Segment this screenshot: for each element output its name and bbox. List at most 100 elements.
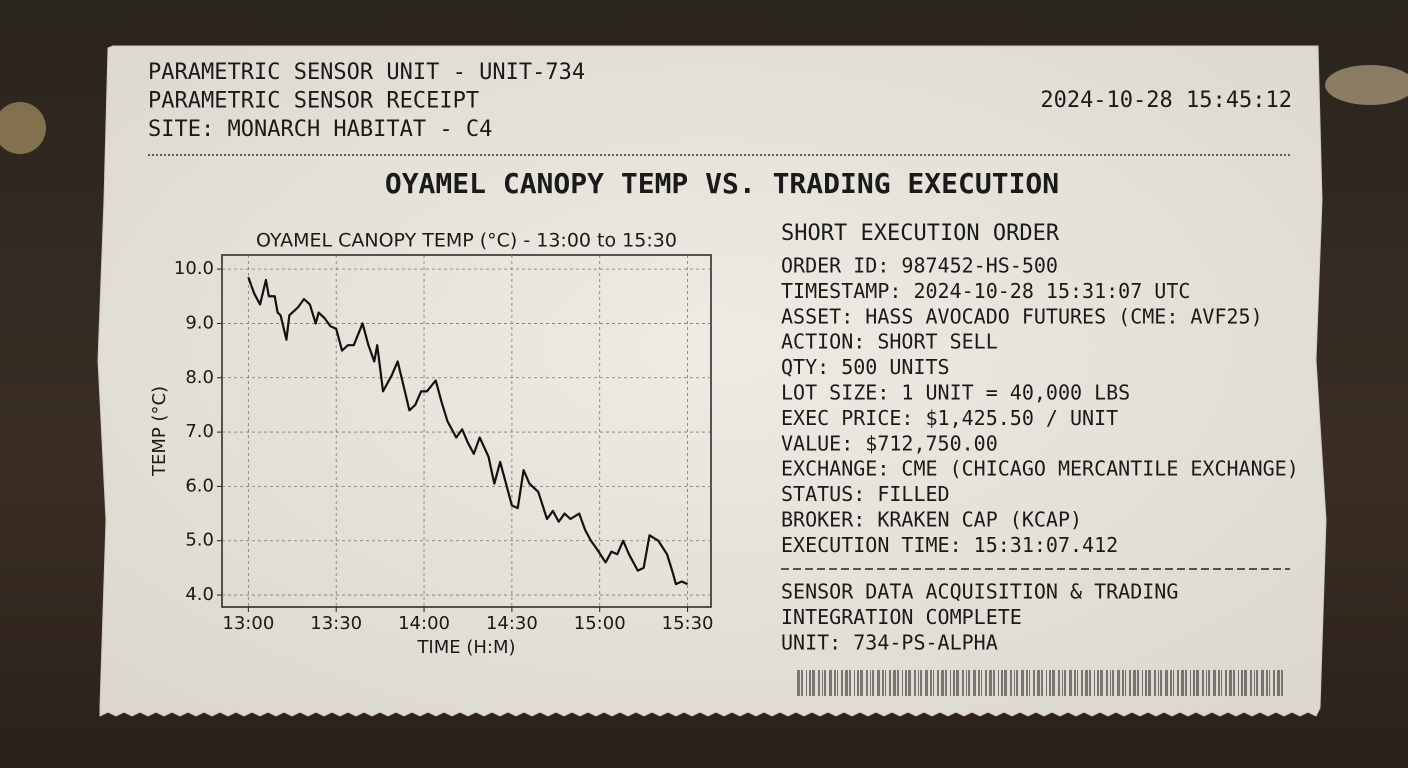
- barcode-bar: [1269, 670, 1270, 696]
- barcode-bar: [973, 670, 976, 696]
- barcode-bar: [822, 670, 823, 696]
- barcode-bar: [1250, 670, 1252, 696]
- header-line: SITE: MONARCH HABITAT - C4: [148, 117, 492, 142]
- order-line: EXECUTION TIME: 15:31:07.412: [781, 533, 1118, 557]
- barcode-bar: [877, 670, 880, 696]
- timestamp: 2024-10-28 15:45:12: [1040, 88, 1292, 113]
- barcode-bar: [885, 670, 886, 696]
- x-tick-label: 13:30: [310, 613, 362, 634]
- barcode-bar: [1064, 670, 1066, 696]
- chart-title: OYAMEL CANOPY TEMP (°C) - 13:00 to 15:30: [256, 230, 677, 252]
- y-tick-label: 7.0: [185, 421, 214, 442]
- barcode-bar: [1241, 670, 1243, 696]
- barcode-bar: [1125, 670, 1126, 696]
- barcode-bar: [1074, 670, 1076, 696]
- barcode-bar: [1077, 670, 1078, 696]
- barcode-bar: [1244, 670, 1247, 696]
- barcode-bar: [1173, 670, 1174, 696]
- barcode-bar: [1254, 670, 1255, 696]
- barcode-bar: [1185, 670, 1187, 696]
- barcode-bar: [893, 670, 896, 696]
- barcode-bar: [1110, 670, 1111, 696]
- barcode-bar: [978, 670, 980, 696]
- order-line: ORDER ID: 987452-HS-500: [781, 254, 1058, 278]
- barcode-bar: [945, 670, 947, 696]
- x-tick-label: 14:00: [398, 613, 450, 634]
- barcode-bar: [1229, 670, 1232, 696]
- barcode-bar: [920, 670, 922, 696]
- barcode-bar: [870, 670, 871, 696]
- order-line: ASSET: HASS AVOCADO FUTURES (CME: AVF25): [781, 304, 1263, 328]
- header-line: PARAMETRIC SENSOR UNIT - UNIT-734: [148, 60, 585, 85]
- header-line: PARAMETRIC SENSOR RECEIPT: [148, 89, 479, 114]
- barcode-bar: [872, 670, 874, 696]
- y-tick-label: 4.0: [185, 584, 214, 605]
- footer-line: UNIT: 734-PS-ALPHA: [781, 631, 998, 655]
- barcode-bar: [1046, 670, 1047, 696]
- barcode-bar: [1094, 670, 1095, 696]
- barcode-bar: [1021, 670, 1024, 696]
- barcode-bar: [818, 670, 820, 696]
- x-tick-label: 15:00: [574, 613, 626, 634]
- barcode-bar: [1261, 670, 1264, 696]
- barcode-bar: [953, 670, 955, 696]
- order-line: LOT SIZE: 1 UNIT = 40,000 LBS: [781, 381, 1130, 405]
- barcode-bar: [857, 670, 859, 696]
- barcode-bar: [1133, 670, 1136, 696]
- barcode-bar: [824, 670, 826, 696]
- barcode-bar: [1052, 670, 1055, 696]
- barcode-bar: [1137, 670, 1139, 696]
- barcode-bar: [1106, 670, 1108, 696]
- order-line: EXEC PRICE: $1,425.50 / UNIT: [781, 406, 1118, 430]
- barcode-bar: [806, 670, 807, 696]
- barcode-bar: [993, 670, 995, 696]
- barcode-bar: [1154, 670, 1156, 696]
- y-tick-label: 8.0: [185, 367, 214, 388]
- barcode-bar: [956, 670, 959, 696]
- barcode-bar: [1026, 670, 1028, 696]
- barcode-bar: [914, 670, 916, 696]
- barcode-bar: [905, 670, 907, 696]
- barcode-bar: [801, 670, 803, 696]
- barcode-bar: [1225, 670, 1227, 696]
- lamp-glow: [1325, 65, 1408, 105]
- barcode-bar: [1202, 670, 1204, 696]
- barcode-bar: [1089, 670, 1091, 696]
- barcode-bar: [1033, 670, 1035, 696]
- barcode-bar: [902, 670, 903, 696]
- barcode-bar: [925, 670, 928, 696]
- barcode-bar: [1100, 670, 1103, 696]
- barcode-bar: [985, 670, 987, 696]
- barcode-bar: [1016, 670, 1018, 696]
- barcode-bar: [989, 670, 992, 696]
- barcode-bar: [1190, 670, 1191, 696]
- barcode-bar: [1129, 670, 1131, 696]
- barcode-bar: [882, 670, 884, 696]
- x-tick-label: 14:30: [486, 613, 538, 634]
- barcode-bar: [809, 670, 811, 696]
- barcode-bar: [1148, 670, 1151, 696]
- content: PARAMETRIC SENSOR UNIT - UNIT-734 PARAMET…: [148, 60, 1299, 658]
- barcode-bar: [1181, 670, 1184, 696]
- order-line: VALUE: $712,750.00: [781, 431, 998, 455]
- barcode-bar: [930, 670, 932, 696]
- barcode-bar: [1170, 670, 1172, 696]
- barcode-bar: [950, 670, 951, 696]
- barcode-bar: [1160, 670, 1162, 696]
- barcode-bar: [1145, 670, 1147, 696]
- barcode-bar: [1218, 670, 1220, 696]
- barcode-bar: [1081, 670, 1083, 696]
- x-tick-label: 13:00: [222, 613, 274, 634]
- footer-line: SENSOR DATA ACQUISITION & TRADING: [781, 580, 1178, 604]
- barcode-bar: [829, 670, 832, 696]
- barcode-bar: [889, 670, 891, 696]
- barcode-bar: [1041, 670, 1043, 696]
- barcode-bar: [1010, 670, 1012, 696]
- barcode-bar: [837, 670, 838, 696]
- barcode-bar: [1004, 670, 1007, 696]
- lamp-glow: [0, 102, 46, 154]
- barcode-bar: [1256, 670, 1258, 696]
- barcode-bar: [1117, 670, 1120, 696]
- barcode-bar: [1213, 670, 1216, 696]
